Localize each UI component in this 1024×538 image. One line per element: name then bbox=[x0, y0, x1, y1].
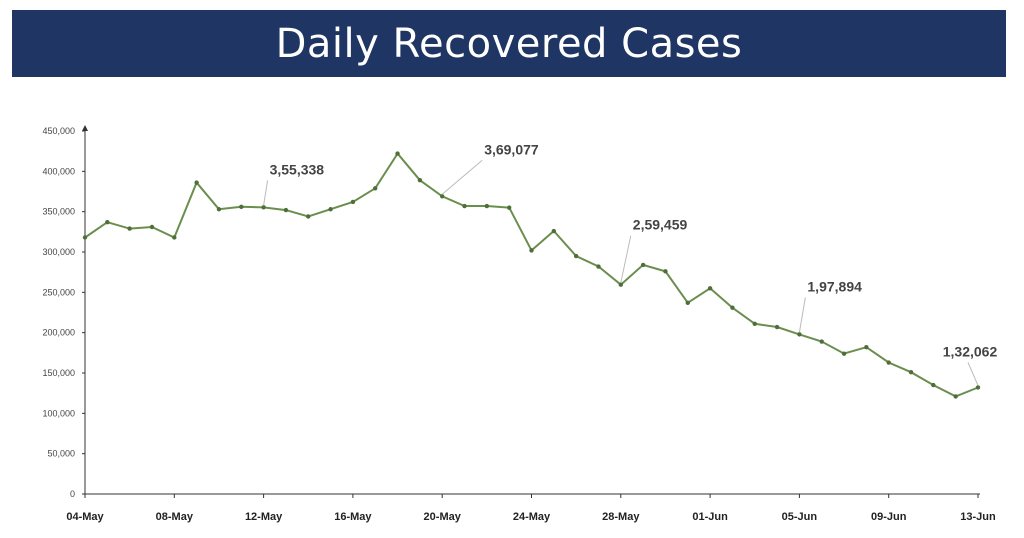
data-point bbox=[328, 207, 333, 212]
y-tick-label: 200,000 bbox=[42, 328, 75, 338]
data-point bbox=[306, 214, 311, 219]
data-point bbox=[864, 344, 869, 350]
data-point bbox=[975, 385, 981, 390]
annotation-leader bbox=[967, 362, 979, 386]
data-point bbox=[172, 235, 177, 240]
x-tick-label: 01-Jun bbox=[692, 511, 728, 523]
data-point bbox=[462, 203, 467, 209]
annotation-label: 3,55,338 bbox=[270, 161, 325, 177]
y-tick-label: 350,000 bbox=[42, 207, 75, 217]
data-point bbox=[194, 180, 199, 185]
data-point bbox=[685, 300, 690, 306]
data-point bbox=[484, 203, 490, 209]
data-point bbox=[908, 369, 914, 375]
annotation-leader bbox=[798, 297, 806, 333]
data-point bbox=[797, 332, 802, 337]
data-point bbox=[640, 262, 646, 268]
data-point bbox=[752, 321, 757, 326]
annotation-leader bbox=[620, 235, 632, 283]
y-tick-label: 300,000 bbox=[42, 247, 75, 257]
data-point bbox=[596, 264, 601, 269]
data-point bbox=[529, 248, 534, 253]
data-point bbox=[105, 219, 110, 225]
x-tick-label: 24-May bbox=[513, 511, 551, 523]
x-tick-label: 05-Jun bbox=[782, 511, 818, 523]
data-point bbox=[931, 382, 936, 388]
data-point bbox=[283, 207, 289, 213]
data-point bbox=[663, 269, 668, 274]
x-tick-label: 09-Jun bbox=[871, 511, 907, 523]
y-tick-label: 100,000 bbox=[42, 408, 75, 418]
series-line bbox=[84, 151, 979, 398]
annotation-leader bbox=[441, 159, 483, 195]
x-tick-label: 08-May bbox=[156, 511, 194, 523]
y-tick-label: 450,000 bbox=[42, 126, 75, 136]
data-point bbox=[149, 224, 155, 230]
y-tick-label: 0 bbox=[70, 489, 75, 499]
data-point bbox=[551, 228, 557, 234]
data-point bbox=[819, 339, 824, 344]
x-tick-label: 13-Jun bbox=[960, 511, 996, 523]
y-tick-label: 250,000 bbox=[42, 287, 75, 297]
x-tick-label: 20-May bbox=[424, 511, 462, 523]
data-point bbox=[440, 194, 445, 199]
data-point bbox=[886, 360, 891, 365]
annotation-label: 2,59,459 bbox=[633, 217, 688, 233]
data-point bbox=[82, 235, 88, 240]
data-point bbox=[127, 226, 132, 231]
data-point bbox=[953, 394, 958, 399]
y-tick-label: 400,000 bbox=[42, 166, 75, 176]
data-point bbox=[239, 204, 244, 210]
data-point bbox=[216, 207, 222, 212]
y-tick-label: 50,000 bbox=[47, 449, 75, 459]
x-tick-label: 28-May bbox=[602, 511, 640, 523]
data-point bbox=[373, 186, 378, 191]
y-axis-arrow bbox=[82, 125, 88, 131]
data-point bbox=[573, 253, 579, 259]
data-point bbox=[417, 178, 423, 183]
data-point bbox=[730, 305, 735, 310]
annotation-label: 1,97,894 bbox=[807, 278, 862, 294]
data-point bbox=[350, 199, 356, 205]
title-banner: Daily Recovered Cases bbox=[12, 10, 1006, 77]
annotation-label: 1,32,062 bbox=[943, 343, 998, 359]
data-point bbox=[395, 151, 400, 156]
x-tick-label: 16-May bbox=[334, 511, 372, 523]
y-tick-label: 150,000 bbox=[42, 368, 75, 378]
annotation-label: 3,69,077 bbox=[484, 141, 539, 157]
x-tick-label: 12-May bbox=[245, 511, 283, 523]
data-point bbox=[774, 324, 780, 330]
data-point bbox=[841, 351, 847, 356]
x-tick-label: 04-May bbox=[66, 511, 104, 523]
data-point bbox=[506, 205, 512, 210]
chart-title: Daily Recovered Cases bbox=[275, 20, 743, 67]
data-point bbox=[618, 282, 623, 287]
annotation-leader bbox=[263, 180, 269, 206]
data-point bbox=[261, 205, 266, 210]
data-point bbox=[707, 286, 713, 291]
